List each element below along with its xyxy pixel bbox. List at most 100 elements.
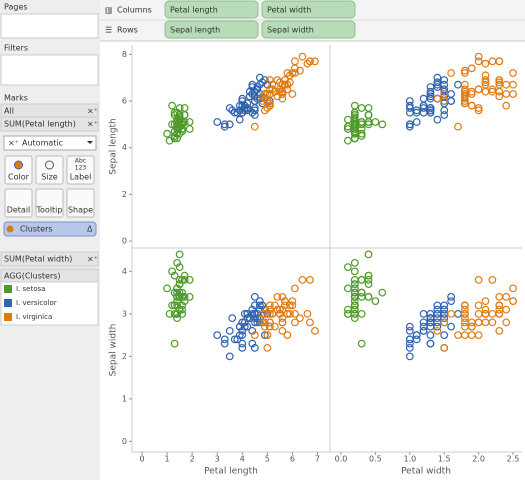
expand-icon[interactable]: ×⁺ — [87, 107, 98, 116]
y-tick-label: 3 — [122, 309, 127, 318]
mark-button[interactable] — [35, 155, 64, 185]
pages-header: Pages — [4, 3, 28, 12]
marks-all-row[interactable] — [0, 103, 99, 118]
point — [440, 80, 449, 89]
shelf-pill[interactable] — [261, 20, 356, 39]
point — [250, 314, 259, 323]
point — [220, 120, 229, 129]
point — [253, 318, 262, 327]
x-tick-label: 0.0 — [335, 455, 348, 464]
point — [419, 309, 428, 318]
point — [178, 301, 187, 310]
point — [343, 136, 352, 145]
point — [285, 309, 294, 318]
marks-header: Marks — [4, 94, 28, 103]
point — [170, 271, 179, 280]
x-tick-label: 1.5 — [438, 455, 451, 464]
point — [311, 326, 319, 335]
mark-button[interactable] — [66, 155, 95, 185]
point — [440, 92, 449, 101]
point — [350, 292, 359, 301]
point — [180, 271, 189, 280]
point — [238, 339, 247, 348]
mark-button[interactable] — [66, 188, 95, 218]
point — [263, 309, 272, 318]
point — [306, 318, 314, 327]
point — [265, 301, 274, 310]
point — [495, 305, 504, 314]
label-icon: Abc — [75, 158, 86, 165]
point — [426, 318, 435, 327]
legend-label[interactable]: I. setosa — [16, 285, 45, 293]
marks-all: All — [4, 107, 14, 116]
point — [433, 309, 442, 318]
point — [175, 305, 184, 314]
mark-button[interactable] — [4, 188, 33, 218]
point — [220, 335, 229, 344]
point — [173, 120, 182, 129]
point — [440, 106, 449, 115]
shelf-pill[interactable] — [164, 0, 259, 19]
marks-card-row[interactable] — [0, 251, 99, 267]
expand-icon[interactable]: ×⁺ — [87, 255, 98, 264]
y-tick-label: 0 — [122, 237, 127, 246]
point — [488, 318, 497, 327]
mark-button-label: Tooltip — [36, 206, 63, 215]
point — [447, 69, 456, 77]
point — [296, 314, 304, 323]
point — [173, 129, 182, 138]
point — [426, 331, 435, 340]
point — [502, 101, 511, 110]
point — [260, 331, 269, 340]
point — [265, 318, 274, 327]
legend-swatch — [4, 285, 12, 293]
point — [364, 280, 373, 289]
point — [467, 331, 476, 340]
point — [288, 90, 297, 98]
mark-type-dropdown[interactable] — [3, 135, 97, 151]
point — [426, 322, 435, 331]
shelf-pill[interactable] — [261, 0, 356, 19]
point — [228, 314, 237, 323]
pages-shelf[interactable] — [0, 13, 99, 39]
point — [440, 301, 449, 310]
point — [405, 335, 414, 344]
point — [278, 314, 287, 323]
x-tick-label: 0 — [139, 455, 144, 464]
point — [245, 314, 254, 323]
x-tick-label: 3 — [215, 455, 220, 464]
y-tick-label: 6 — [122, 97, 127, 106]
mark-button[interactable] — [35, 188, 64, 218]
point — [357, 339, 366, 348]
x-axis-title: Petal length — [204, 467, 258, 477]
point — [481, 305, 490, 314]
point — [306, 57, 314, 66]
filters-shelf[interactable] — [0, 54, 99, 86]
mark-button[interactable] — [4, 155, 33, 185]
point — [238, 318, 247, 327]
point — [298, 52, 307, 61]
point — [419, 101, 428, 110]
point — [213, 331, 222, 340]
point — [250, 343, 259, 352]
point — [250, 97, 259, 105]
marks-card-row[interactable] — [0, 116, 99, 132]
point — [168, 301, 177, 310]
point — [509, 284, 517, 293]
point — [426, 106, 435, 115]
point — [173, 125, 182, 133]
shelf-pill[interactable] — [164, 20, 259, 39]
legend-label[interactable]: I. versicolor — [16, 299, 57, 307]
clusters-pill[interactable] — [3, 221, 97, 237]
expand-icon[interactable]: ×⁺ — [87, 120, 98, 129]
point — [285, 301, 294, 310]
point — [235, 115, 244, 124]
point — [278, 318, 287, 327]
point — [173, 314, 182, 323]
point — [495, 92, 504, 101]
point — [412, 106, 421, 115]
point — [258, 309, 267, 318]
point — [405, 322, 414, 331]
legend-label[interactable]: I. virginica — [16, 313, 52, 321]
point — [467, 90, 476, 98]
